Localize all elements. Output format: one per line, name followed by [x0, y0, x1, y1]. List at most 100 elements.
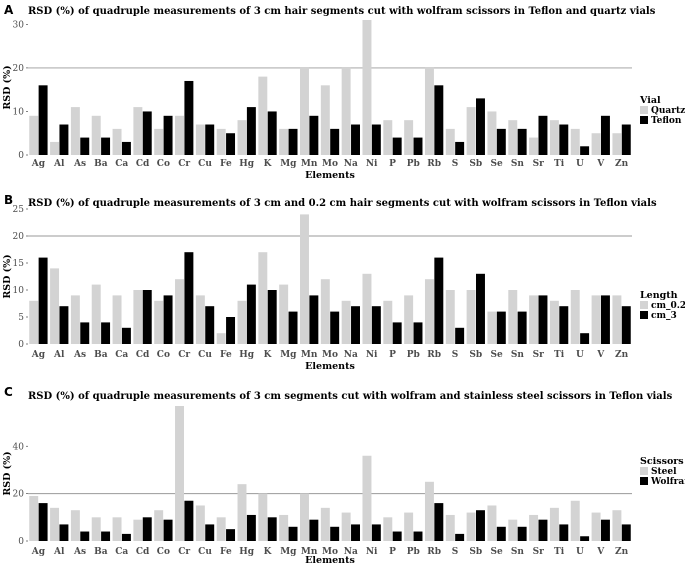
- bar-cm-0-2-mn: [300, 214, 309, 344]
- bar-cm-3-cr: [184, 252, 194, 344]
- x-tick-label: Hg: [239, 159, 255, 169]
- bar-steel-al: [50, 507, 60, 541]
- bar-quartz-ni: [362, 20, 372, 155]
- bar-steel-se: [487, 505, 497, 541]
- x-tick-label: Ni: [366, 547, 378, 557]
- bar-teflon-s: [455, 141, 465, 155]
- y-axis-title: RSD (%): [2, 65, 13, 109]
- x-tick-label: Sr: [533, 350, 544, 360]
- y-tick-label: 20: [13, 232, 25, 242]
- bar-cm-3-al: [59, 306, 69, 344]
- chart-panel-C: C RSD (%) of quadruple measurements of 3 …: [2, 385, 685, 565]
- bar-teflon-cu: [205, 124, 215, 155]
- x-tick-label: Pb: [407, 159, 420, 169]
- x-tick-label: Sn: [511, 159, 524, 169]
- bar-cm-0-2-sr: [529, 295, 539, 344]
- x-axis-title: Elements: [305, 361, 355, 372]
- x-tick-label: K: [264, 350, 273, 360]
- x-tick-label: Zn: [615, 159, 629, 169]
- bar-cm-0-2-ti: [549, 300, 559, 344]
- bar-teflon-sr: [538, 115, 548, 155]
- bar-wolfram-k: [267, 517, 277, 541]
- bar-teflon-cr: [184, 80, 194, 155]
- x-tick-label: Mn: [301, 350, 318, 360]
- bar-quartz-ti: [549, 120, 559, 155]
- bar-cm-0-2-cu: [195, 295, 205, 344]
- y-axis-title: RSD (%): [2, 254, 13, 298]
- panel-letter: B: [4, 193, 13, 207]
- bar-quartz-mg: [279, 128, 289, 155]
- bar-steel-cu: [195, 505, 205, 541]
- x-tick-label: Hg: [239, 547, 255, 557]
- x-tick-label: Ca: [115, 350, 128, 360]
- x-tick-label: P: [389, 350, 396, 360]
- bar-wolfram-v: [600, 519, 610, 541]
- x-tick-label: Ba: [94, 547, 108, 557]
- legend-swatch: [640, 116, 648, 124]
- legend-swatch: [640, 311, 648, 319]
- legend-swatch: [640, 301, 648, 309]
- bar-teflon-ca: [121, 141, 131, 155]
- bar-cm-3-ti: [559, 306, 569, 344]
- x-tick-label: Ca: [115, 159, 128, 169]
- bar-teflon-al: [59, 124, 69, 155]
- bar-quartz-p: [383, 120, 393, 155]
- bar-cm-3-sr: [538, 295, 548, 344]
- bar-teflon-ni: [371, 124, 381, 155]
- x-tick-label: Ti: [554, 159, 565, 169]
- bar-cm-0-2-ba: [91, 284, 101, 344]
- bar-teflon-co: [163, 115, 173, 155]
- chart-title: RSD (%) of quadruple measurements of 3 c…: [28, 391, 673, 402]
- bar-cm-3-sn: [517, 311, 527, 344]
- bar-cm-3-u: [580, 333, 590, 344]
- x-tick-label: As: [73, 159, 86, 169]
- bar-steel-ni: [362, 455, 372, 541]
- legend-swatch: [640, 467, 648, 475]
- x-tick-label: Ti: [554, 350, 565, 360]
- bar-wolfram-ni: [371, 524, 381, 541]
- bar-quartz-cd: [133, 107, 143, 155]
- bar-cm-3-ag: [38, 257, 48, 344]
- chart-title: RSD (%) of quadruple measurements of 3 c…: [28, 6, 656, 17]
- bar-cm-0-2-k: [258, 252, 268, 344]
- bar-quartz-se: [487, 111, 497, 155]
- x-tick-label: Cd: [136, 547, 150, 557]
- bar-cm-0-2-na: [341, 300, 351, 344]
- x-tick-label: Cu: [198, 547, 212, 557]
- x-tick-label: Se: [491, 159, 503, 169]
- x-tick-label: Ti: [554, 547, 565, 557]
- bar-cm-3-ba: [101, 322, 111, 344]
- bar-teflon-v: [600, 115, 610, 155]
- bar-wolfram-co: [163, 519, 173, 541]
- bar-steel-ti: [549, 507, 559, 541]
- x-tick-label: Pb: [407, 547, 420, 557]
- x-tick-label: Ca: [115, 547, 128, 557]
- y-tick-label: 5: [18, 313, 24, 323]
- bar-cm-3-fe: [226, 317, 236, 344]
- bar-quartz-pb: [404, 120, 414, 155]
- bar-steel-zn: [612, 510, 622, 541]
- bar-cm-0-2-hg: [237, 300, 247, 344]
- bar-quartz-k: [258, 76, 268, 155]
- bar-wolfram-mg: [288, 526, 298, 541]
- bar-wolfram-cd: [142, 517, 152, 541]
- bar-cm-0-2-ni: [362, 273, 372, 344]
- bar-wolfram-s: [455, 533, 465, 541]
- bar-teflon-hg: [246, 107, 256, 155]
- bar-wolfram-fe: [226, 529, 236, 541]
- x-tick-label: As: [73, 350, 86, 360]
- bar-teflon-ba: [101, 137, 111, 155]
- y-tick-label: 40: [13, 442, 25, 452]
- bar-cm-3-p: [392, 322, 402, 344]
- x-tick-label: P: [389, 159, 396, 169]
- y-tick-label: 10: [13, 107, 25, 117]
- bar-cm-0-2-u: [570, 290, 580, 344]
- bar-steel-co: [154, 510, 164, 541]
- x-tick-label: Mn: [301, 547, 318, 557]
- bar-cm-3-zn: [621, 306, 631, 344]
- y-tick-label: 30: [13, 20, 25, 30]
- bar-steel-u: [570, 500, 580, 541]
- bar-cm-0-2-cd: [133, 290, 143, 344]
- bar-steel-v: [591, 512, 601, 541]
